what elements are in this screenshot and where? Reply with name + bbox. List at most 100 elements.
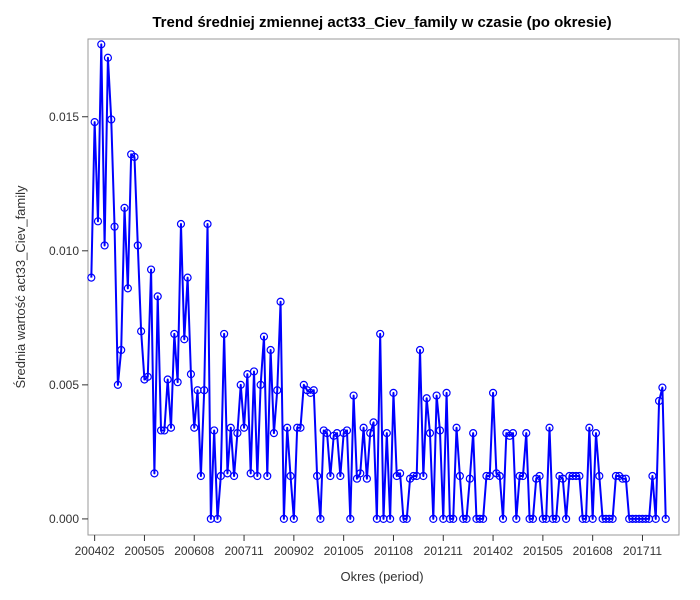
data-point [190,423,199,432]
data-point [495,471,504,481]
data-point [176,219,186,229]
data-point [110,222,119,231]
data-point [362,474,371,483]
data-point [538,514,547,524]
data-point [618,474,627,483]
data-point [452,423,461,432]
data-point [366,429,375,438]
data-point [429,514,438,524]
data-point [571,471,581,481]
data-point [117,345,126,355]
data-point [402,514,411,524]
data-point [386,514,395,524]
x-axis-label: Okres (period) [340,569,423,584]
data-point [522,429,531,438]
data-point [432,391,441,400]
data-point [422,394,431,403]
plot-frame [87,38,680,536]
data-point [113,380,122,389]
data-point [648,471,657,481]
data-point [223,469,232,478]
data-point [120,203,129,213]
data-point [575,471,584,481]
data-point [342,426,352,435]
data-point [415,345,425,355]
data-point [259,332,269,341]
data-point [548,514,557,524]
data-point [359,423,368,432]
data-point [296,423,305,432]
data-point [153,292,162,301]
data-point [445,514,454,524]
data-point [203,219,212,229]
x-tick-label: 201108 [374,544,413,558]
data-point [488,388,498,397]
data-point [525,514,534,524]
data-point [654,396,664,406]
data-point [528,514,538,524]
data-point [608,514,617,524]
data-point [316,514,325,524]
data-point [369,418,378,427]
data-point [485,471,494,481]
data-point [266,345,275,355]
data-point [170,329,179,339]
data-point [562,514,571,524]
data-point [97,40,106,49]
data-point [210,426,219,435]
x-tick-label: 201711 [623,544,662,558]
data-point [279,514,288,524]
data-point [498,514,508,524]
data-point [515,471,524,481]
x-tick-label: 200902 [274,544,314,558]
data-point [166,423,176,432]
data-point [346,514,355,524]
data-point [226,423,235,432]
data-point [442,388,451,397]
data-point [482,471,491,481]
data-point [276,297,285,306]
data-point [389,388,398,397]
data-point [236,380,245,389]
y-tick-label: 0.000 [49,512,79,526]
data-point [150,469,159,478]
data-point [658,383,667,392]
data-point [552,514,561,524]
data-point [293,423,302,432]
y-tick-label: 0.005 [49,378,79,392]
data-point [246,469,255,478]
x-tick-label: 201505 [523,544,563,558]
data-point [455,471,464,481]
data-point [183,273,192,282]
data-point [382,429,391,438]
data-point [273,386,282,395]
data-point [173,378,182,387]
data-point [130,152,139,162]
data-point [376,329,385,339]
data-point [256,380,265,389]
data-point [186,370,196,379]
data-point [239,423,249,432]
data-point [289,514,298,524]
x-tick-label: 201402 [473,544,513,558]
data-point [90,118,99,127]
data-point [336,471,345,481]
data-point [286,471,295,481]
data-point [462,514,471,524]
chart-title: Trend średniej zmiennej act33_Ciev_famil… [152,14,611,31]
x-tick-label: 200608 [174,544,214,558]
data-point [233,429,242,438]
x-axis: 200402 200505 200608 200711 200902 201005 2011… [75,535,662,558]
data-point [263,471,272,481]
data-point [133,241,142,250]
data-point [578,514,587,524]
y-tick-label: 0.015 [49,110,79,124]
data-point [216,471,225,481]
data-point [243,370,252,379]
data-point [591,429,601,438]
data-point [200,386,209,395]
y-axis: 0.000 0.005 0.010 0.015 [49,110,88,526]
x-tick-label: 200402 [75,544,115,558]
data-point [399,514,408,524]
